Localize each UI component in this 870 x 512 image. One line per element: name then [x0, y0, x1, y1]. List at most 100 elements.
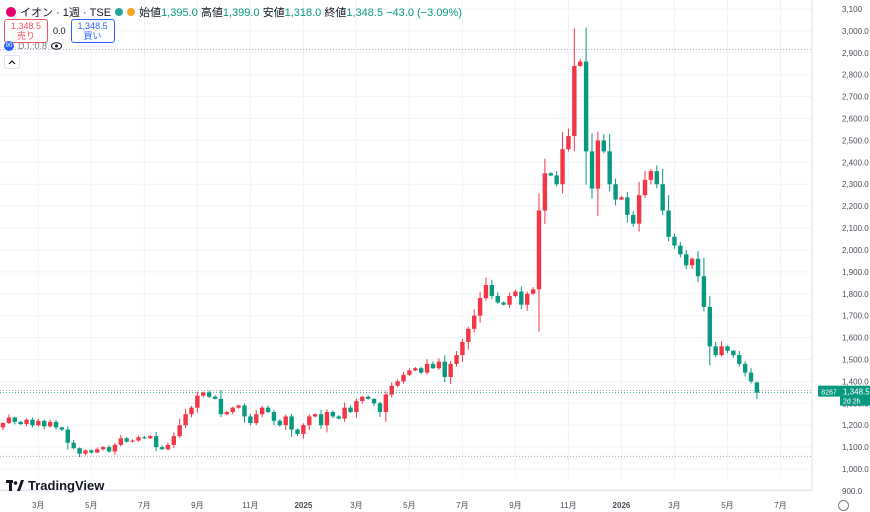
dividend-indicator[interactable]: 90 D.I.:0.8 — [4, 41, 63, 51]
low-value: 1,318.0 — [284, 7, 322, 19]
y-tick-label: 2,600.0 — [842, 115, 869, 124]
sell-button[interactable]: 1,348.5 売り — [4, 19, 49, 43]
candle-body — [507, 295, 512, 305]
candle-body — [583, 61, 589, 152]
candle-body — [36, 420, 41, 426]
y-tick-label: 2,900.0 — [842, 49, 869, 58]
candle-body — [607, 151, 612, 185]
candle-body — [142, 437, 147, 439]
candle-body — [348, 407, 353, 413]
candle-body — [271, 412, 277, 421]
collapse-legend-button[interactable] — [4, 55, 20, 69]
candle-body — [83, 450, 88, 454]
candle-body — [578, 61, 583, 66]
brand-name: TradingView — [28, 478, 105, 493]
y-tick-label: 2,200.0 — [842, 202, 869, 211]
y-tick-label: 3,000.0 — [842, 27, 869, 36]
high-value: 1,399.0 — [222, 7, 260, 19]
candle-body — [148, 436, 153, 439]
candle-body — [71, 442, 76, 449]
dividend-icon: 90 — [4, 41, 14, 51]
candle-body — [360, 396, 365, 402]
y-tick-label: 1,800.0 — [842, 290, 869, 299]
candle-body — [460, 341, 465, 356]
low-label: 安値 — [262, 7, 285, 19]
x-tick-label: 7月 — [774, 501, 786, 510]
candle-body — [330, 412, 336, 417]
x-tick-label: 3月 — [668, 501, 680, 510]
candle-body — [136, 437, 141, 441]
candle-body — [318, 414, 324, 426]
buy-label: 買い — [83, 31, 102, 41]
candle-body — [277, 420, 283, 426]
candle-body — [95, 449, 100, 453]
candle-body — [301, 425, 306, 434]
close-value: 1,348.5 — [346, 7, 384, 19]
candle-body — [542, 173, 548, 211]
candle-body — [648, 171, 654, 180]
eye-icon[interactable] — [51, 42, 63, 50]
symbol-title[interactable]: イオン · 1週 · TSE — [20, 7, 112, 19]
candle-body — [748, 372, 754, 382]
candle-body — [307, 416, 312, 426]
candle-body — [519, 291, 524, 305]
x-tick-label: 7月 — [138, 501, 150, 510]
candle-body — [678, 245, 683, 255]
candle-body — [183, 414, 188, 426]
candle-body — [18, 421, 23, 425]
buy-button[interactable]: 1,348.5 買い — [70, 19, 115, 43]
candle-body — [12, 417, 17, 422]
candle-body — [666, 210, 671, 237]
y-tick-label: 1,100.0 — [842, 443, 869, 452]
y-tick-label: 3,100 — [842, 5, 863, 14]
candle-body — [536, 210, 542, 290]
candle-body — [625, 197, 630, 215]
candle-body — [684, 254, 689, 266]
candle-body — [124, 438, 129, 442]
candle-body — [365, 396, 371, 399]
x-tick-label: 5月 — [721, 501, 733, 510]
candle-body — [283, 416, 288, 426]
y-tick-label: 1,000.0 — [842, 465, 869, 474]
market-status-dot — [115, 8, 124, 16]
candle-body — [601, 140, 606, 152]
x-tick-label: 5月 — [403, 501, 415, 510]
candle-body — [77, 448, 82, 454]
candle-body — [30, 419, 35, 426]
candle-body — [289, 416, 294, 430]
trade-buttons: 1,348.5 売り 0.0 1,348.5 買い — [4, 19, 115, 43]
y-tick-label: 900.0 — [842, 487, 863, 496]
candle-body — [118, 438, 123, 445]
candle-body — [436, 361, 442, 369]
y-tick-label: 2,400.0 — [842, 158, 869, 167]
aeon-logo-icon — [6, 7, 16, 17]
candle-body — [695, 258, 701, 277]
candle-body — [631, 214, 636, 224]
candle-body — [189, 407, 194, 415]
x-tick-label: 9月 — [509, 501, 521, 510]
candle-body — [701, 276, 707, 307]
candle-body — [159, 447, 165, 450]
tradingview-logo[interactable]: TradingView — [6, 478, 104, 493]
candle-body — [218, 398, 224, 415]
candle-body — [106, 447, 112, 452]
dividend-label: D.I.:0.8 — [18, 41, 48, 51]
y-tick-label: 2,000.0 — [842, 246, 869, 255]
candle-body — [236, 405, 241, 408]
candle-body — [660, 184, 665, 211]
candle-body — [742, 363, 748, 373]
y-tick-label: 2,500.0 — [842, 136, 869, 145]
x-tick-label: 11月 — [242, 501, 258, 510]
gear-icon[interactable] — [838, 500, 849, 511]
candle-body — [377, 403, 383, 413]
candle-body — [513, 291, 518, 296]
candle-body — [389, 385, 394, 395]
candle-body — [42, 420, 47, 427]
y-tick-label: 1,900.0 — [842, 268, 869, 277]
candle-body — [554, 175, 559, 185]
candle-body — [407, 370, 412, 375]
candle-body — [731, 350, 736, 356]
candle-body — [737, 355, 742, 364]
ohlc-values: 始値1,395.0 高値1,399.0 安値1,318.0 終値1,348.5 … — [139, 4, 462, 20]
